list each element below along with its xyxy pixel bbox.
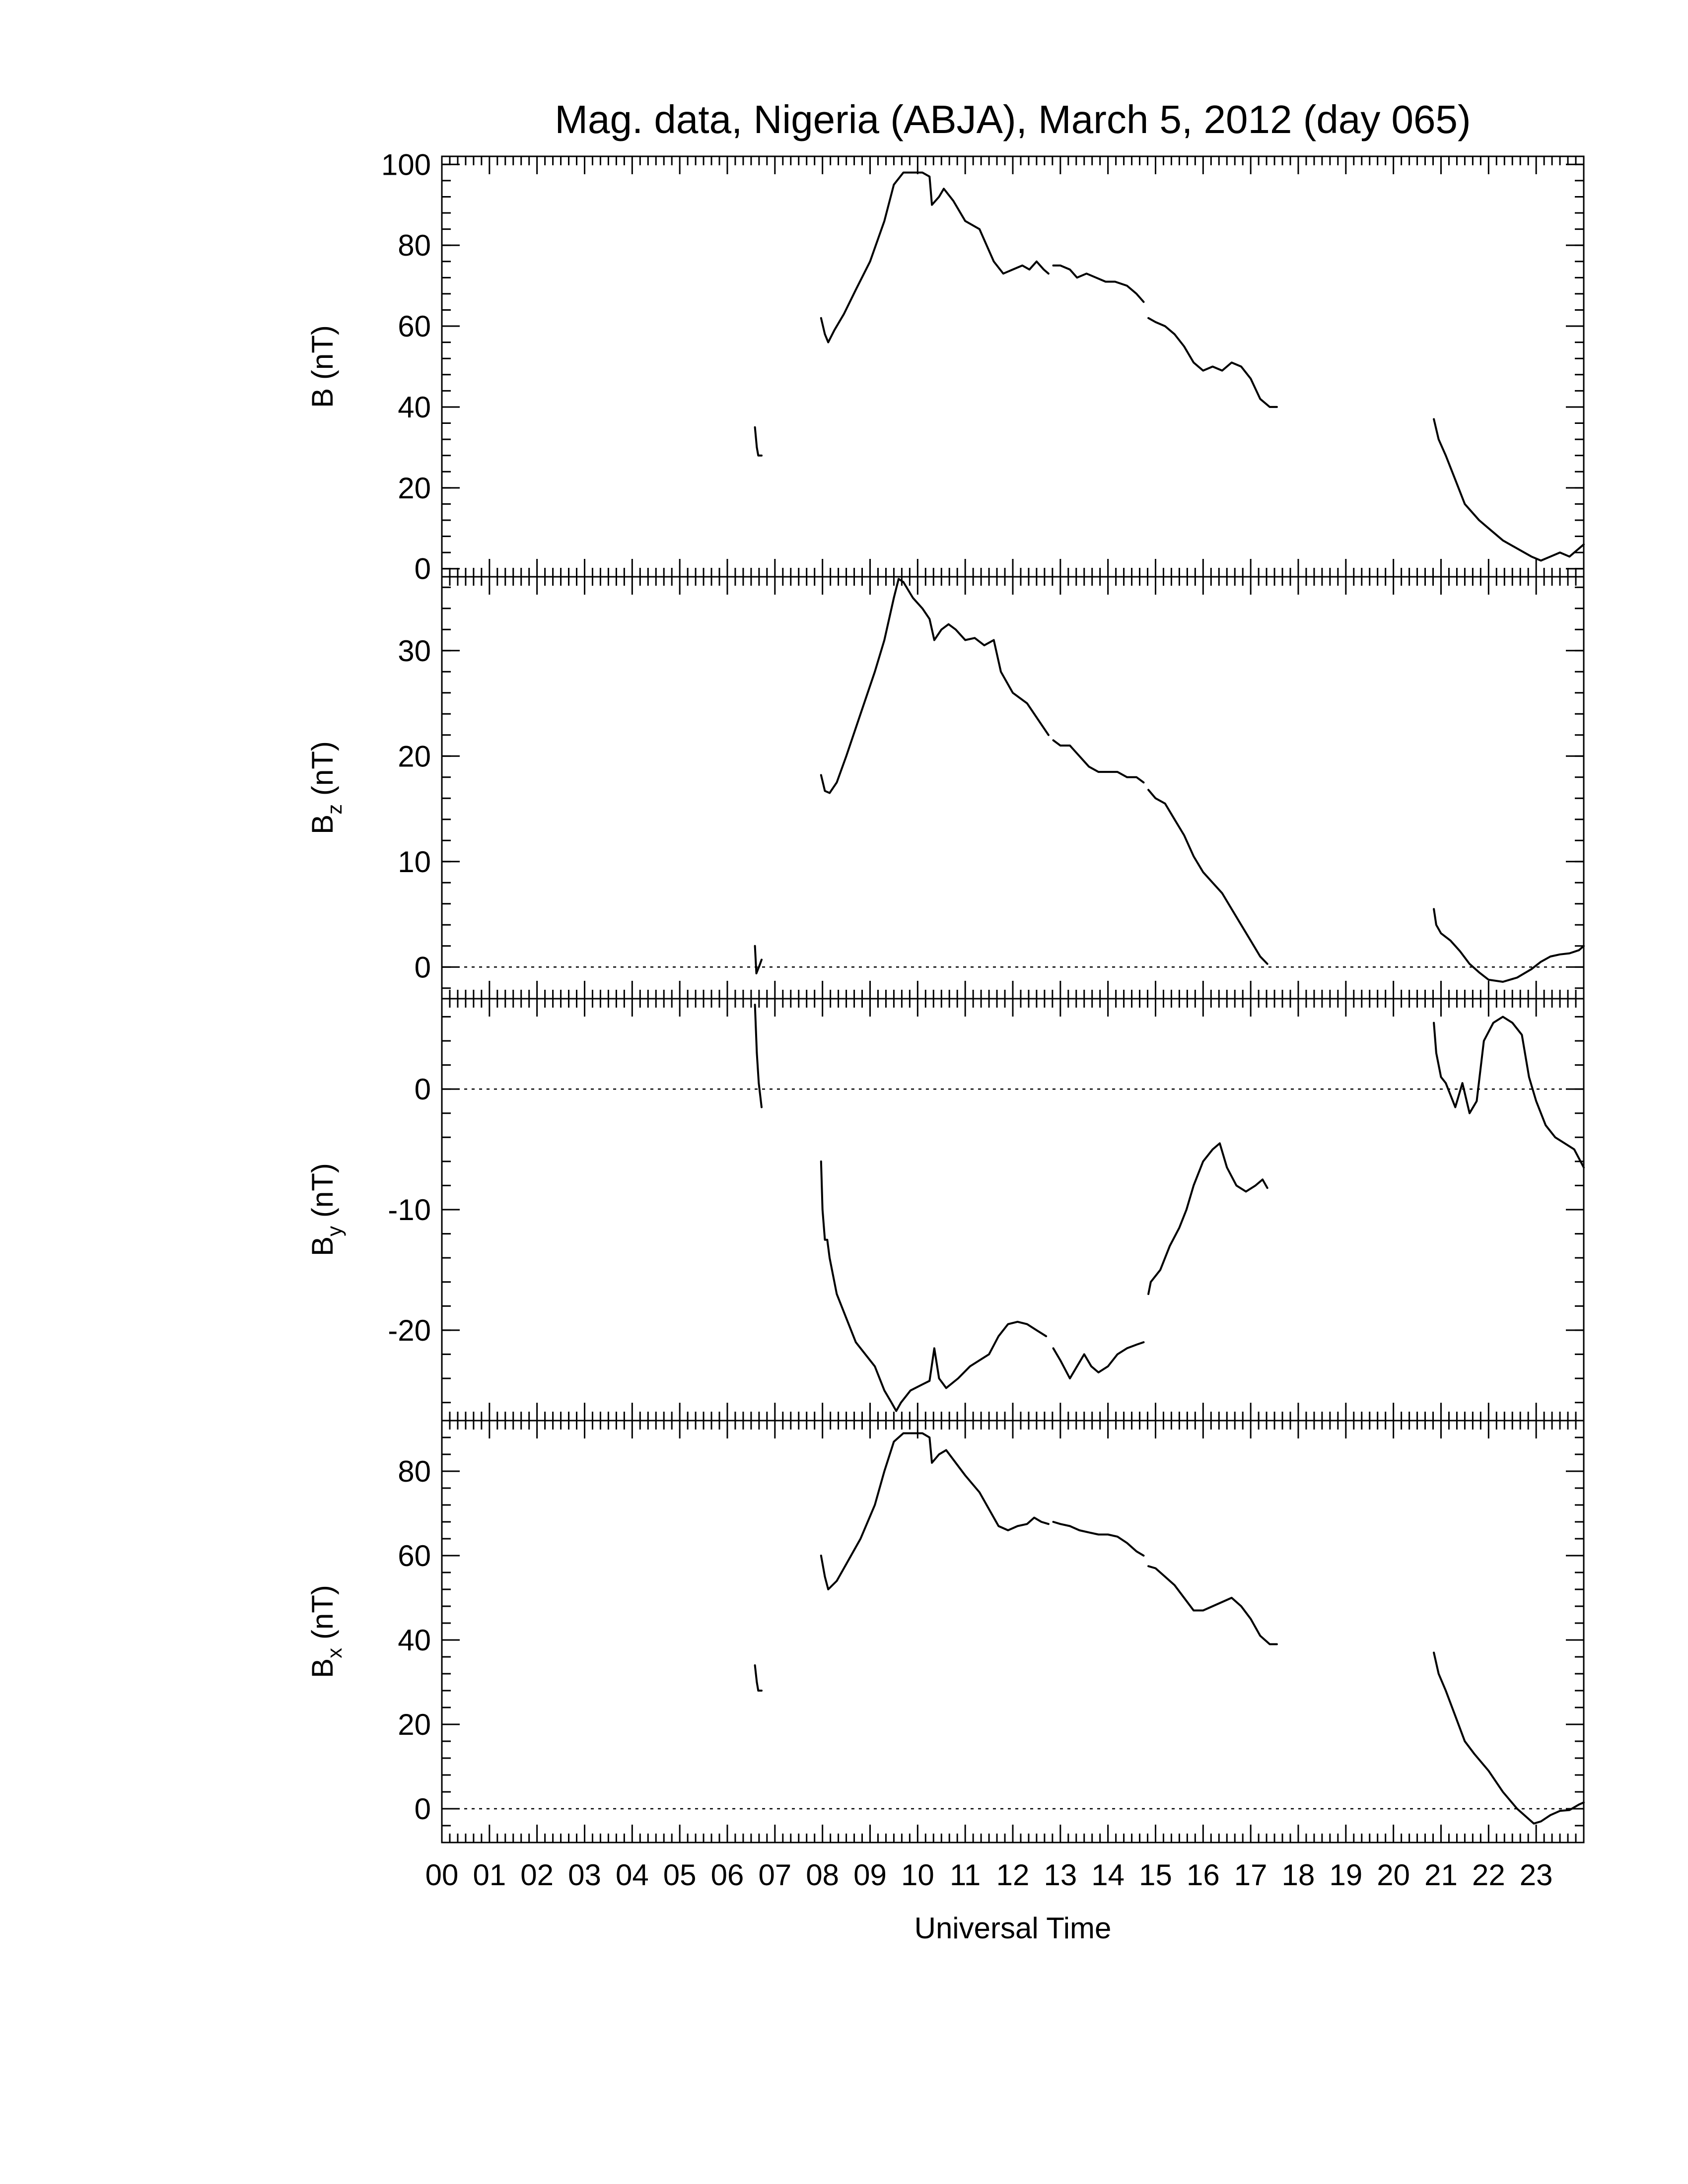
series-line-Bx-1 <box>820 1432 1050 1590</box>
x-tick-label: 03 <box>568 1858 601 1892</box>
x-tick-label: 20 <box>1377 1858 1410 1892</box>
series-line-B-3 <box>1147 317 1278 408</box>
x-tick-label: 02 <box>520 1858 554 1892</box>
y-axis-label-By: By (nT) <box>306 1163 346 1256</box>
series-line-By-3 <box>1147 1142 1268 1295</box>
series-line-Bx-0 <box>754 1664 763 1692</box>
x-tick-labels: 00 01 02 03 04 05 06 07 08 09 10 11 12 13 14 15 16 17 18 19… <box>425 1858 1553 1892</box>
y-tick-label: -10 <box>388 1193 431 1227</box>
x-tick-label: 21 <box>1424 1858 1458 1892</box>
y-axis-label-sub: x <box>323 1648 346 1658</box>
x-tick-label: 17 <box>1234 1858 1267 1892</box>
panel-B: 0 20 40 60 80 100 B (nT) <box>306 148 1585 586</box>
y-tick-label: 0 <box>415 1792 431 1826</box>
y-tick-label: 80 <box>398 1455 431 1488</box>
series-line-B-0 <box>754 426 763 457</box>
x-tick-label: 18 <box>1282 1858 1315 1892</box>
y-axis-label-unit: (nT) <box>306 325 339 388</box>
y-tick-label: 0 <box>415 552 431 586</box>
x-tick-label: 04 <box>616 1858 649 1892</box>
y-tick-label: 80 <box>398 229 431 262</box>
y-tick-label: -20 <box>388 1314 431 1347</box>
y-tick-label: 60 <box>398 1539 431 1572</box>
x-tick-label: 13 <box>1044 1858 1077 1892</box>
panel-frame-By <box>441 998 1585 1422</box>
panel-Bz: 0 10 20 30 Bz (nT) <box>306 576 1585 1000</box>
y-tick-label: 20 <box>398 1708 431 1741</box>
y-axis-label-main: B <box>306 1236 339 1256</box>
panel-frame-B <box>441 155 1585 578</box>
y-axis-label-Bz: Bz (nT) <box>306 741 346 834</box>
y-tick-label: 0 <box>415 1073 431 1106</box>
y-axis-label-Bx: Bx (nT) <box>306 1585 346 1678</box>
x-tick-label: 12 <box>996 1858 1030 1892</box>
x-tick-label: 01 <box>473 1858 506 1892</box>
x-tick-label: 11 <box>950 1858 981 1892</box>
y-axis-label-unit: (nT) <box>306 1585 339 1648</box>
y-tick-label: 60 <box>398 310 431 343</box>
y-axis-label-sub: z <box>323 804 346 815</box>
series-line-Bz-0 <box>754 945 763 974</box>
x-tick-label: 06 <box>711 1858 744 1892</box>
series-line-Bx-2 <box>1052 1521 1145 1557</box>
x-tick-label: 22 <box>1472 1858 1505 1892</box>
x-tick-label: 15 <box>1139 1858 1172 1892</box>
series-line-Bx-4 <box>1433 1651 1585 1825</box>
panel-frame-Bx <box>441 1420 1585 1843</box>
series-line-By-1 <box>820 1160 1048 1412</box>
series-line-By-4 <box>1433 1016 1585 1168</box>
series-line-Bz-4 <box>1433 908 1585 983</box>
y-axis-label-main: B <box>306 388 339 408</box>
x-tick-label: 23 <box>1520 1858 1553 1892</box>
series-line-By-0 <box>754 1004 763 1108</box>
y-axis-label-main: B <box>306 815 339 834</box>
y-axis-label-sub: y <box>323 1226 346 1236</box>
panel-By: 0 -10 -20 By (nT) <box>306 998 1585 1422</box>
chart-title: Mag. data, Nigeria (ABJA), March 5, 2012… <box>555 97 1471 141</box>
y-tick-label: 20 <box>398 472 431 505</box>
y-tick-label: 20 <box>398 740 431 773</box>
panel-frame-Bz <box>441 576 1585 1000</box>
x-axis-label: Universal Time <box>914 1911 1112 1945</box>
x-tick-label: 07 <box>758 1858 791 1892</box>
x-tick-label: 14 <box>1091 1858 1125 1892</box>
series-line-Bx-3 <box>1147 1565 1278 1645</box>
series-line-B-4 <box>1433 418 1585 562</box>
x-tick-label: 19 <box>1329 1858 1362 1892</box>
panel-Bx: 0 20 40 60 80 Bx (nT) <box>306 1420 1585 1843</box>
x-tick-label: 00 <box>425 1858 459 1892</box>
y-tick-label: 40 <box>398 1624 431 1657</box>
y-tick-label: 0 <box>415 951 431 984</box>
y-tick-label: 100 <box>381 148 431 181</box>
x-tick-label: 08 <box>806 1858 839 1892</box>
series-line-Bz-3 <box>1147 789 1268 965</box>
panels-group: 0 20 40 60 80 100 B (nT) 0 10 20 30 Bz (nT) 0 -10 -20 B… <box>306 148 1585 1843</box>
y-tick-label: 10 <box>398 845 431 879</box>
series-line-B-2 <box>1052 264 1145 303</box>
series-line-By-2 <box>1052 1341 1145 1379</box>
y-tick-label: 30 <box>398 634 431 668</box>
y-tick-label: 40 <box>398 391 431 424</box>
series-line-Bz-2 <box>1052 739 1145 784</box>
y-axis-label-unit: (nT) <box>306 741 339 804</box>
series-line-B-1 <box>820 171 1050 343</box>
series-line-Bz-1 <box>820 578 1050 794</box>
x-tick-label: 16 <box>1187 1858 1220 1892</box>
y-axis-label-unit: (nT) <box>306 1163 339 1226</box>
x-tick-label: 05 <box>663 1858 697 1892</box>
y-axis-label-main: B <box>306 1658 339 1678</box>
x-tick-label: 09 <box>853 1858 887 1892</box>
y-axis-label-B: B (nT) <box>306 325 339 408</box>
x-tick-label: 10 <box>901 1858 934 1892</box>
